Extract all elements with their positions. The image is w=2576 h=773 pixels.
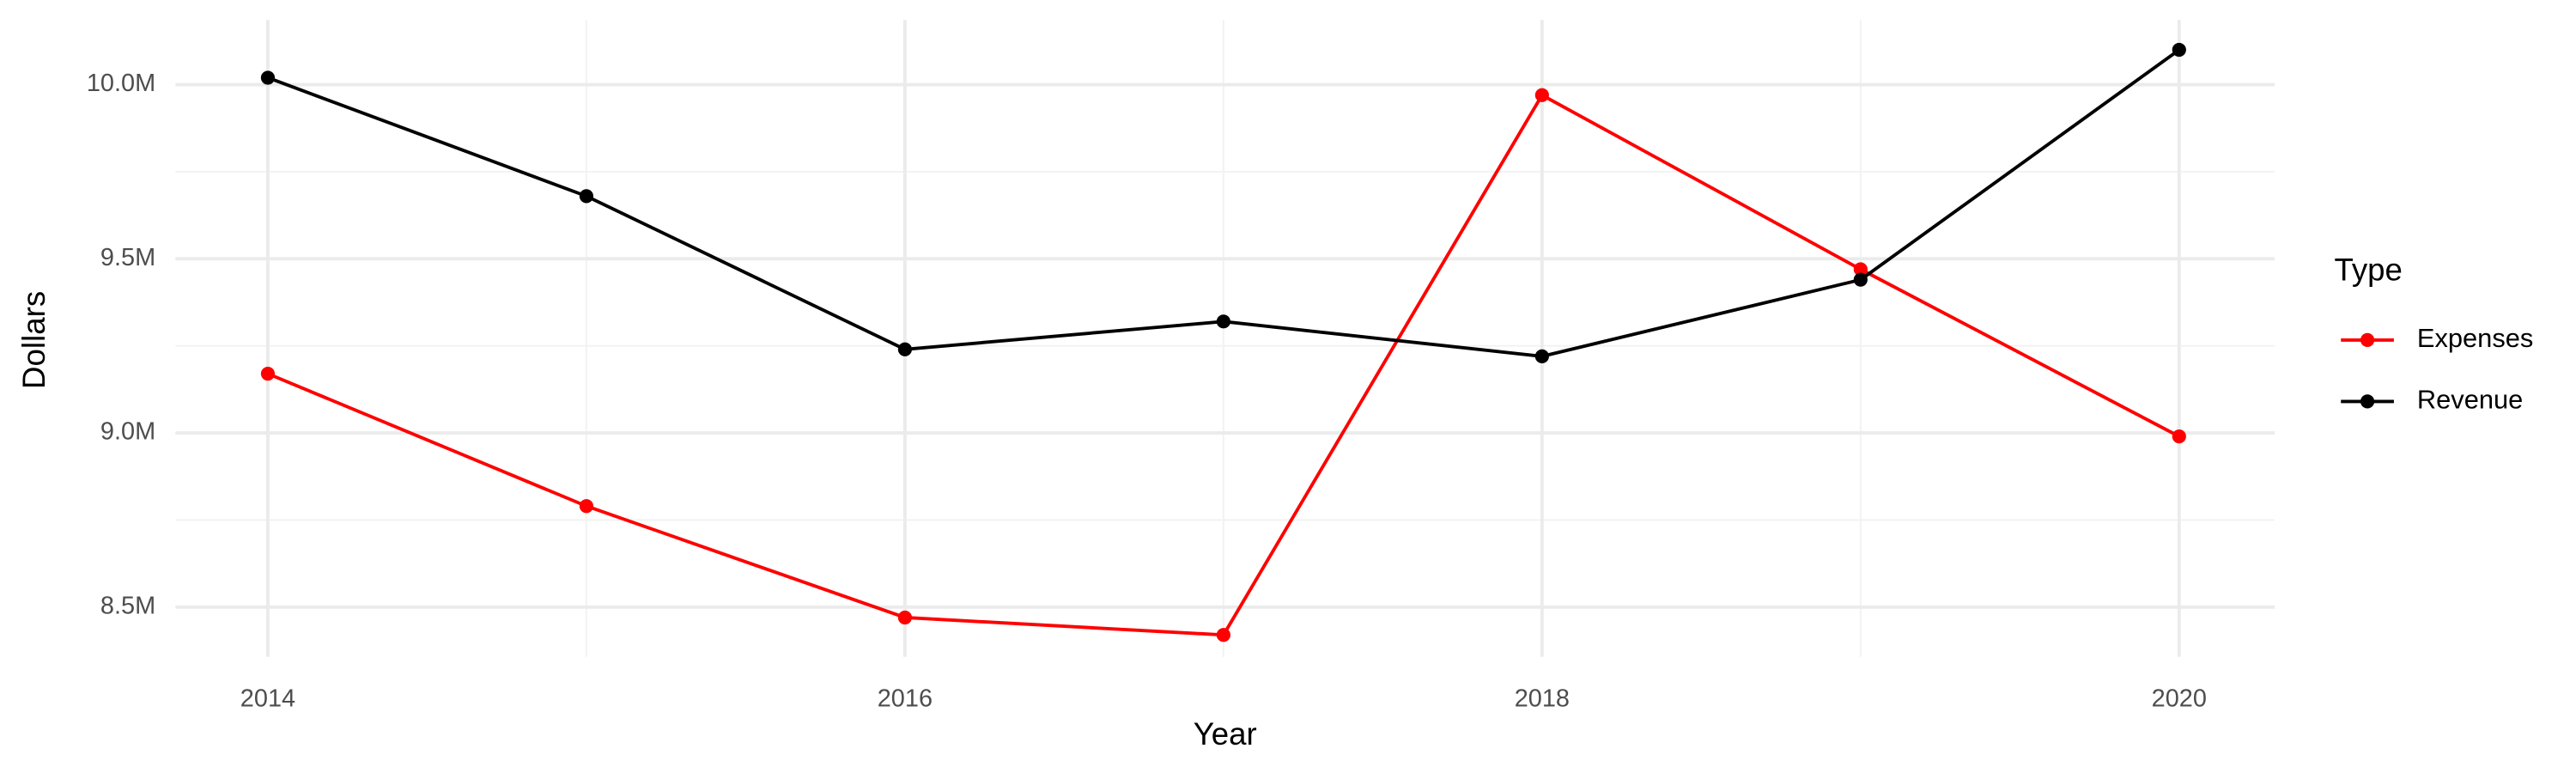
x-tick-label: 2018 <box>1515 685 1570 713</box>
data-point <box>1216 314 1230 329</box>
legend-key-point <box>2360 332 2375 348</box>
data-point <box>1534 88 1549 102</box>
x-tick-label: 2014 <box>240 685 295 713</box>
data-point <box>897 610 913 625</box>
data-point <box>579 499 594 514</box>
grid <box>175 20 2275 657</box>
data-point <box>579 189 594 204</box>
data-point <box>1853 272 1868 287</box>
x-tick-label: 2020 <box>2152 685 2207 713</box>
y-tick-label: 10.0M <box>87 70 155 97</box>
data-point <box>260 367 276 381</box>
data-point <box>1853 262 1868 277</box>
data-point <box>1534 349 1549 363</box>
legend-title: Type <box>2335 252 2403 287</box>
data-point <box>1216 628 1230 642</box>
x-tick-label: 2016 <box>878 685 933 713</box>
data-point <box>2172 429 2186 444</box>
legend-label: Expenses <box>2417 323 2533 353</box>
y-tick-label: 8.5M <box>100 592 155 619</box>
legend-key-point <box>2360 394 2375 409</box>
data-point <box>2172 42 2186 58</box>
data-point <box>260 70 276 85</box>
x-axis-title: Year <box>1194 716 1257 752</box>
y-tick-label: 9.0M <box>100 418 155 446</box>
legend-label: Revenue <box>2417 385 2523 415</box>
y-axis-title: Dollars <box>16 291 52 389</box>
data-point <box>897 342 913 356</box>
y-tick-label: 9.5M <box>100 244 155 271</box>
